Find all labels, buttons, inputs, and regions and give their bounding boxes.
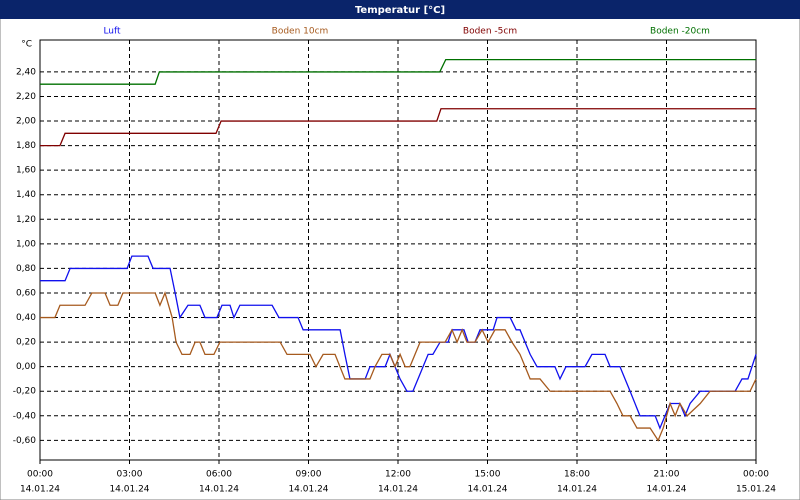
y-tick-label: 0,20 bbox=[16, 338, 36, 348]
x-tick-label: 18:00 bbox=[564, 470, 590, 480]
x-tick-date: 14.01.24 bbox=[199, 485, 239, 495]
x-tick-date: 14.01.24 bbox=[109, 485, 149, 495]
x-tick-date: 14.01.24 bbox=[378, 485, 418, 495]
y-unit-label: °C bbox=[21, 40, 32, 50]
x-tick-label: 00:00 bbox=[27, 470, 53, 480]
x-tick-label: 00:00 bbox=[743, 470, 769, 480]
y-tick-label: 2,40 bbox=[16, 67, 36, 77]
legend-label: Boden -5cm bbox=[463, 27, 517, 37]
chart-title: Temperatur [°C] bbox=[355, 5, 445, 16]
title-bar bbox=[0, 0, 800, 19]
x-tick-label: 15:00 bbox=[475, 470, 501, 480]
y-tick-label: 1,60 bbox=[16, 166, 36, 176]
legend-label: Boden 10cm bbox=[272, 27, 329, 37]
y-tick-label: 2,20 bbox=[16, 92, 36, 102]
x-tick-label: 06:00 bbox=[206, 470, 232, 480]
y-tick-label: 0,00 bbox=[16, 362, 36, 372]
y-tick-label: 2,00 bbox=[16, 117, 36, 127]
x-tick-label: 09:00 bbox=[296, 470, 322, 480]
legend-label: Boden -20cm bbox=[650, 27, 710, 37]
y-tick-label: 0,80 bbox=[16, 264, 36, 274]
y-tick-label: 1,20 bbox=[16, 215, 36, 225]
y-tick-label: 1,00 bbox=[16, 239, 36, 249]
x-tick-date: 15.01.24 bbox=[736, 485, 776, 495]
y-tick-label: -0,20 bbox=[13, 387, 37, 397]
x-tick-date: 14.01.24 bbox=[20, 485, 60, 495]
series-line bbox=[40, 108, 756, 147]
y-tick-label: 1,40 bbox=[16, 190, 36, 200]
series-line bbox=[40, 291, 757, 442]
series-line bbox=[40, 58, 756, 85]
y-tick-label: -0,40 bbox=[13, 411, 37, 421]
x-tick-date: 14.01.24 bbox=[467, 485, 507, 495]
x-tick-label: 03:00 bbox=[117, 470, 143, 480]
x-tick-date: 14.01.24 bbox=[646, 485, 686, 495]
x-tick-label: 12:00 bbox=[385, 470, 411, 480]
legend-label: Luft bbox=[103, 27, 121, 37]
x-tick-date: 14.01.24 bbox=[557, 485, 597, 495]
y-tick-label: -0,60 bbox=[13, 436, 37, 446]
x-tick-label: 21:00 bbox=[654, 470, 680, 480]
x-tick-date: 14.01.24 bbox=[288, 485, 328, 495]
y-tick-label: 1,80 bbox=[16, 141, 36, 151]
y-tick-label: 0,40 bbox=[16, 313, 36, 323]
y-tick-label: 0,60 bbox=[16, 288, 36, 298]
